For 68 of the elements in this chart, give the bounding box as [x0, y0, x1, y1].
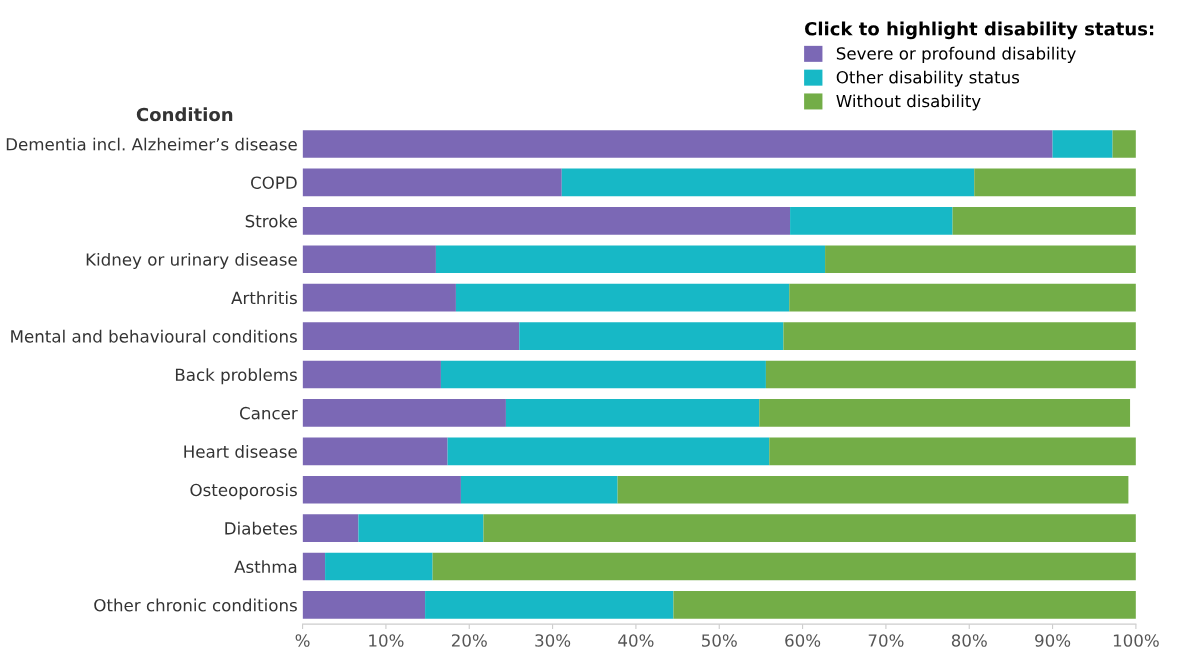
bar — [302, 399, 506, 427]
y-tick-label: Other chronic conditions — [94, 598, 297, 612]
y-tick-label: Mental and behavioural conditions — [11, 329, 297, 343]
legend-label: Other disability status — [836, 70, 1020, 87]
bar — [455, 283, 790, 312]
y-tick-label: Dementia incl. Alzheimer’s disease — [6, 137, 297, 151]
bar — [783, 322, 1136, 350]
x-tick-label: 50% — [702, 634, 737, 647]
bar — [790, 207, 953, 235]
bar — [617, 475, 1129, 504]
y-tick-label: Back problems — [175, 368, 297, 385]
bar — [952, 207, 1136, 235]
legend-label: Severe or profound disability — [836, 46, 1076, 63]
y-tick-label: COPD — [251, 176, 297, 190]
legend-title: Click to highlight disability status: — [805, 21, 1154, 40]
bar — [561, 168, 975, 197]
x-tick-label: 40% — [618, 634, 654, 647]
bar — [302, 130, 1053, 158]
bar — [519, 322, 784, 350]
bar — [302, 245, 436, 274]
x-tick-label: 20% — [451, 634, 487, 647]
bar — [765, 360, 1136, 389]
x-tick-label: 10% — [369, 634, 404, 647]
bar — [483, 514, 1136, 542]
y-tick-label: Asthma — [234, 560, 297, 574]
bar — [432, 552, 1136, 581]
bar — [505, 399, 760, 427]
bar — [460, 475, 618, 504]
x-tick-label: 80% — [951, 634, 987, 647]
bar — [769, 437, 1136, 466]
bar — [302, 283, 456, 312]
bar — [302, 437, 448, 466]
bar — [302, 475, 461, 504]
y-tick-label: Stroke — [245, 214, 297, 228]
bar — [440, 360, 766, 389]
y-tick-label: Kidney or urinary disease — [86, 252, 297, 270]
bar — [974, 168, 1136, 197]
y-axis-title: Condition — [136, 107, 233, 122]
bar — [673, 591, 1136, 619]
bar — [302, 168, 562, 197]
bar — [1052, 130, 1113, 158]
bar — [302, 360, 441, 389]
bar — [325, 552, 433, 581]
y-tick-label: Osteoporosis — [190, 483, 297, 500]
bar — [302, 552, 326, 581]
x-tick-label: 30% — [535, 634, 571, 647]
bar — [302, 322, 520, 350]
x-tick-label: 70% — [868, 634, 904, 647]
bar — [302, 514, 359, 542]
x-tick-label: 90% — [1035, 634, 1071, 647]
x-tick-label: % — [295, 634, 310, 647]
bar — [435, 245, 826, 274]
bar — [302, 207, 791, 235]
x-tick-label: 100% — [1113, 634, 1159, 647]
bar — [447, 437, 770, 466]
bar — [789, 283, 1136, 312]
legend-label: Without disability — [836, 94, 981, 111]
bar — [302, 591, 426, 619]
y-tick-label: Arthritis — [231, 291, 297, 305]
x-tick-label: 60% — [785, 634, 821, 647]
bar — [425, 591, 674, 619]
y-tick-label: Diabetes — [225, 521, 297, 535]
bar — [759, 399, 1131, 427]
y-tick-label: Cancer — [239, 406, 298, 420]
bar — [825, 245, 1136, 274]
y-tick-label: Heart disease — [184, 444, 297, 458]
bar — [1112, 130, 1136, 158]
bar — [358, 514, 484, 542]
